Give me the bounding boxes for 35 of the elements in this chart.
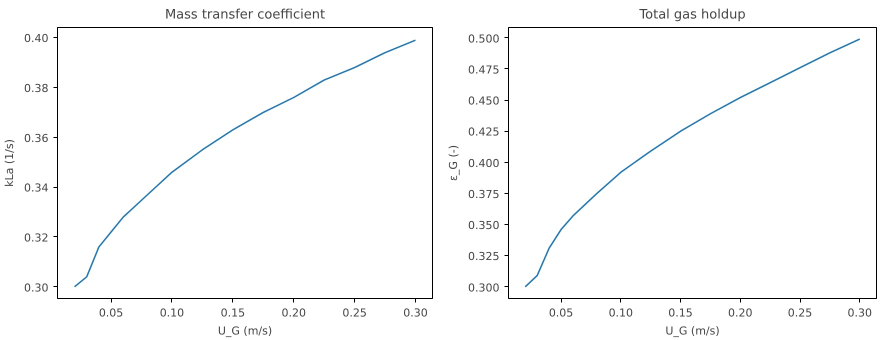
y-tick-label: 0.300 [468,281,500,294]
x-tick-label: 0.25 [342,306,367,320]
y-tick-label: 0.38 [24,82,49,96]
y-tick-label: 0.30 [24,281,49,294]
x-tick-label: 0.15 [220,306,246,320]
y-axis-title: ε_G (-) [447,144,460,182]
x-tick-label: 0.30 [403,306,428,320]
line-series [524,38,861,288]
y-tick-label: 0.34 [24,182,49,195]
x-tick-label: 0.10 [608,306,634,320]
x-axis-title: U_G (m/s) [218,324,272,338]
x-tick-label: 0.30 [848,306,872,320]
x-tick-label: 0.20 [728,306,753,320]
y-tick-label: 0.400 [468,156,500,170]
y-tick-label: 0.500 [468,32,500,46]
y-tick-label: 0.375 [468,188,500,201]
x-axis-title: U_G (m/s) [665,324,720,338]
x-tick-label: 0.05 [98,306,124,320]
y-axis-title: kLa (1/s) [3,139,16,187]
y-tick-label: 0.425 [468,126,500,139]
x-tick-label: 0.05 [548,306,574,320]
x-tick-label: 0.25 [788,306,812,320]
x-tick-label: 0.10 [160,306,184,320]
y-tick-label: 0.475 [468,63,500,76]
x-tick-label: 0.20 [281,306,306,320]
y-tick-label: 0.32 [24,231,49,244]
line-series [74,39,416,288]
chart-title: Total gas holdup [638,8,746,22]
x-tick-label: 0.15 [668,306,693,320]
chart-title: Mass transfer coefficient [164,8,326,22]
y-tick-label: 0.450 [468,94,500,108]
y-tick-label: 0.36 [24,132,49,145]
y-tick-label: 0.350 [468,219,500,232]
y-tick-label: 0.325 [468,250,500,264]
y-tick-label: 0.40 [24,32,49,46]
